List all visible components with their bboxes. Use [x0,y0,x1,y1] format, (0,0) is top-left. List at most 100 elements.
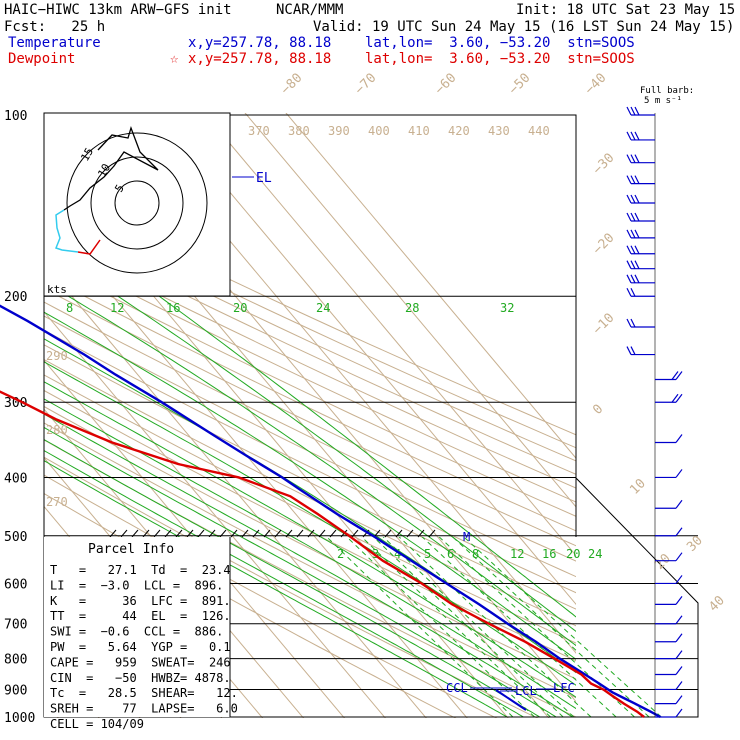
wind-barb-flag [634,106,640,116]
parcel-info-row: SWI = −0.6 CCL = 886. [50,625,223,639]
mixing-ratio-label: 24 [588,547,602,561]
wind-barb-flag [675,596,683,605]
parcel-info-row: K = 36 LFC = 891. [50,594,231,608]
dewpoint-location: x,y=257.78, 88.18 lat,lon= 3.60, −53.20 … [188,51,635,67]
hatch-mark [241,529,249,538]
mixing-ratio-label: 5 [424,547,431,561]
wind-barb-flag [630,346,636,355]
hatch-mark [406,529,414,538]
wind-barb-flag [630,229,636,239]
wind-barb-flag [630,194,636,204]
moist-adiabat-label: 32 [500,301,514,315]
wind-barb-flag [675,633,683,643]
hodograph-units: kts [47,283,67,296]
isotherm-label: −80 [278,71,305,98]
parcel-info-row: T = 27.1 Td = 23.4 [50,563,231,577]
pressure-tick-label: 700 [4,618,27,633]
theta-side-label: 280 [46,423,68,437]
hatch-mark [208,529,216,538]
isotherm-line [285,113,576,459]
hodograph-trace-low [55,209,79,253]
isotherm-line [203,113,576,557]
init-time: Init: 18 UTC Sat 23 May 15 [516,2,736,18]
hodograph-ring [114,180,160,226]
el-label: EL [256,171,272,186]
theta-label: 400 [368,124,390,138]
dry-adiabat-line [44,236,576,489]
wind-barb-flag [675,371,683,380]
valid-time: Valid: 19 UTC Sun 24 May 15 (16 LST Sun … [313,19,735,35]
mixing-ratio-label: 16 [542,547,556,561]
isotherm-label: −20 [590,231,617,258]
theta-label: 390 [328,124,350,138]
theta-label: 370 [248,124,270,138]
parcel-info-box [44,537,230,717]
isotherm-label: 40 [706,593,728,615]
hodograph-ring [90,156,184,250]
isotherm-line [0,102,27,730]
mixing-ratio-label: 12 [510,547,524,561]
model-title: HAIC−HIWC 13km ARW−GFS init [4,2,232,18]
isotherm-label: −10 [590,311,617,338]
hatch-mark [131,529,139,538]
wind-barb-flag [634,229,640,239]
wind-barb-flag [626,175,632,184]
barb-legend-line2: 5 m s⁻¹ [644,96,682,106]
moist-adiabat-label: 24 [316,301,330,315]
dry-adiabat-line [44,344,576,610]
dry-adiabat-line [44,422,576,699]
wind-barb-flag [626,154,632,163]
parcel-info-row: CIN = −50 HWBZ= 4878. [50,671,231,685]
wind-barb-flag [675,708,683,718]
moist-adiabat-label: 28 [405,301,419,315]
mixing-ratio-line [398,537,592,718]
wind-barb-flag [626,287,632,297]
hatch-mark [274,529,282,538]
theta-label: 420 [448,124,470,138]
dry-adiabat-line [44,439,576,718]
dry-adiabat-line [44,405,576,680]
hatch-mark [153,529,161,538]
wind-barb-flag [634,260,640,269]
wind-barb-flag [630,287,636,297]
hatch-mark [230,529,238,538]
lcl-label: LCL [515,684,537,698]
pressure-tick-label: 800 [4,653,27,668]
mixing-ratio-line [451,537,650,718]
parcel-info-row: TT = 44 EL = 126. [50,609,231,623]
parcel-info-row: CELL = 104/09 [50,717,144,731]
dry-adiabat-line [44,329,576,594]
dewpoint-legend-label: Dewpoint [8,51,76,67]
pressure-tick-label: 100 [4,109,27,124]
pressure-tick-label: 300 [4,396,27,411]
mixing-ratio-line [326,537,514,718]
wind-barb-flag [634,245,640,254]
hatch-mark [296,529,304,538]
wind-barb-flag [675,681,683,690]
hatch-mark [329,529,337,538]
mixing-ratio-line [372,537,564,718]
isotherm-line [244,113,576,508]
hatch-mark [175,529,183,538]
hatch-mark [219,529,227,538]
wind-barb-flag [626,194,632,204]
wind-barb-flag [634,212,640,222]
wind-barb-flag [675,527,683,537]
wind-barb-flag [630,212,636,222]
wind-barb-flag [630,260,636,269]
m-marker-label: M [463,530,470,544]
hatch-mark [285,529,293,538]
wind-barb-flag [626,260,632,269]
wind-barb-flag [626,106,632,116]
dry-adiabat-line [44,287,576,547]
pressure-tick-label: 600 [4,577,27,592]
wind-barb-flag [675,666,683,675]
isotherm-label: −60 [432,71,459,98]
theta-side-label: 270 [46,495,68,509]
wind-barb-flag [675,615,683,625]
dry-adiabat-line [44,315,576,578]
hodograph-trace-surface [77,239,101,255]
parcel-info-row: PW = 5.64 YGP = 0.1 [50,640,231,654]
